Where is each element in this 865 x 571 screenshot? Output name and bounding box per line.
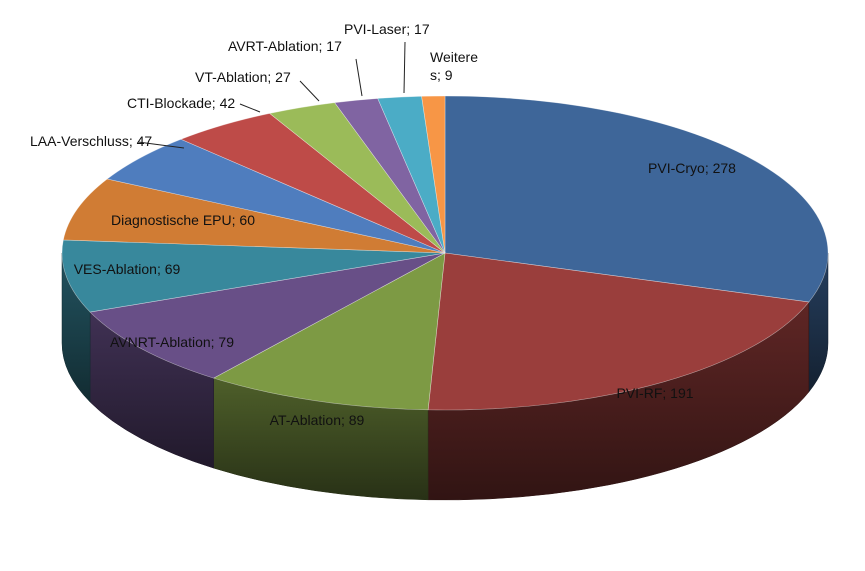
slice-label-diagnostische-epu: Diagnostische EPU; 60 — [111, 212, 255, 228]
pie-slice-avnrt-ablation — [89, 252, 446, 379]
leader-line-vt-ablation — [299, 80, 320, 102]
slice-label-avrt-ablation: AVRT-Ablation; 17 — [228, 38, 342, 54]
slice-label-layer: PVI-Cryo; 278 PVI-RF; 191 AT-Ablation; 89 A… — [30, 21, 736, 428]
slice-label-pvi-cryo: PVI-Cryo; 278 — [648, 160, 736, 176]
pie-slice-weitere-s — [421, 95, 446, 254]
pie-slice-diagnostische-epu — [62, 178, 446, 254]
slice-label-vt-ablation: VT-Ablation; 27 — [195, 69, 291, 85]
pie-top-layer — [61, 95, 829, 411]
leader-line-pvi-laser — [403, 41, 406, 94]
leader-line-avrt-ablation — [355, 58, 363, 97]
pie-slice-pvi-rf — [427, 252, 810, 411]
slice-label-at-ablation: AT-Ablation; 89 — [270, 412, 365, 428]
pie-side-layer — [61, 252, 829, 501]
slice-label-avnrt-ablation: AVNRT-Ablation; 79 — [110, 334, 234, 350]
pie-slice-at-ablation — [212, 252, 446, 411]
leader-line-laa-verschluss — [137, 141, 185, 149]
slice-label-cti-blockade: CTI-Blockade; 42 — [127, 95, 235, 111]
pie-slice-ves-ablation — [61, 239, 446, 313]
slice-label-ves-ablation: VES-Ablation; 69 — [74, 261, 181, 277]
leader-line-cti-blockade — [239, 103, 261, 113]
slice-label-pvi-laser: PVI-Laser; 17 — [344, 21, 430, 37]
slice-label-pvi-rf: PVI-RF; 191 — [616, 385, 693, 401]
pie-slice-pvi-cryo — [444, 95, 829, 303]
leader-line-layer — [137, 41, 406, 149]
slice-label-weitere-s: Weitere s; 9 — [430, 49, 478, 83]
slice-label-laa-verschluss: LAA-Verschluss; 47 — [30, 133, 152, 149]
